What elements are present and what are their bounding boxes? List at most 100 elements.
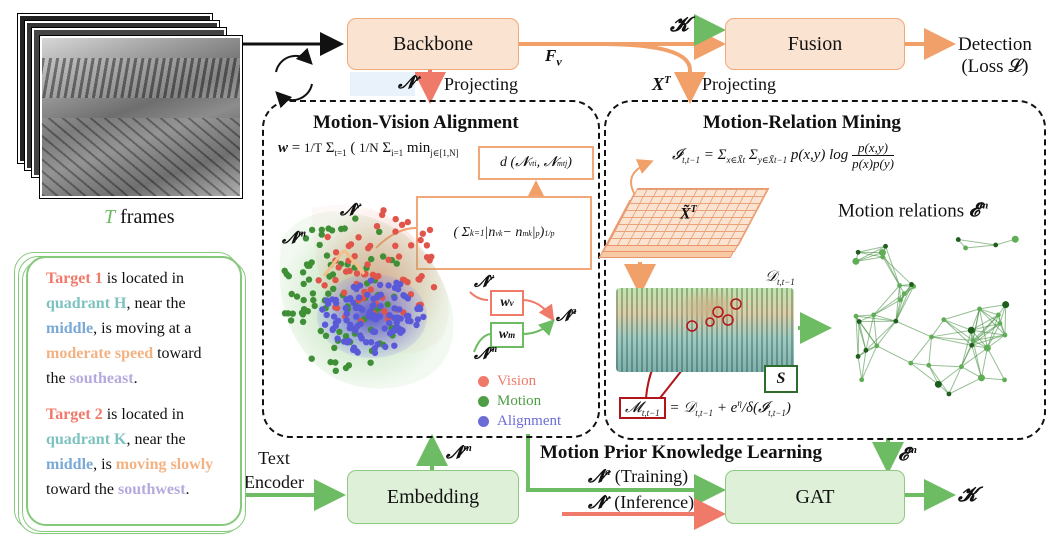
scatter-point [400, 292, 407, 299]
k-symbol-top: 𝓚 [670, 14, 689, 37]
graph-edges [855, 238, 1016, 395]
graph-edge [858, 245, 886, 253]
legend-vision-label: Vision [497, 373, 537, 389]
scatter-point [332, 249, 340, 256]
scatter-point [377, 303, 384, 310]
scatter-point [391, 342, 398, 349]
text-encoder-label: Text Encoder [244, 446, 304, 494]
backbone-label: Backbone [393, 32, 473, 55]
scatter-point [376, 228, 383, 235]
scatter-point [404, 279, 411, 286]
scatter-point [415, 276, 422, 283]
nv-label-cloud: 𝓝v [340, 200, 361, 220]
scatter-point [417, 305, 424, 313]
scatter-point [399, 327, 406, 334]
mutual-info-equation: 𝓘t,t−1 = Σx∈X̃t Σy∈X̃t−1 p(x,y) log p(x,… [672, 140, 894, 171]
scatter-point [332, 359, 339, 366]
graph-node [856, 319, 862, 324]
scatter-point [393, 260, 400, 267]
legend-alignment-dot [478, 416, 489, 428]
fv-symbol: Fv [545, 46, 562, 69]
graph-edge [873, 285, 900, 316]
scatter-point [376, 281, 384, 289]
graph-node [977, 306, 982, 312]
fv-symbol-text: F [545, 46, 557, 65]
scatter-point [403, 312, 411, 320]
scatter-point [299, 269, 307, 276]
scatter-point [355, 304, 362, 311]
scatter-point [293, 293, 301, 300]
alignment-star-line-1 [322, 249, 346, 277]
d-label-sub: t,t−1 [776, 277, 795, 287]
na-label: 𝓝a [556, 306, 576, 325]
scatter-point [386, 319, 393, 327]
graph-node [1002, 377, 1007, 383]
xt-text: X [652, 74, 665, 94]
scatter-point [319, 306, 326, 313]
nm-label-weight: 𝓝m [474, 344, 497, 363]
graph-edge [876, 345, 911, 364]
graph-node [977, 374, 985, 382]
graph-edge [943, 319, 973, 346]
scatter-point [321, 282, 328, 289]
scatter-point [393, 279, 400, 286]
graph-node [893, 318, 899, 324]
scatter-point [326, 273, 333, 280]
graph-edge [970, 308, 980, 331]
graph-edge [873, 314, 896, 322]
legend-alignment-label: Alignment [497, 413, 562, 429]
scatter-point [302, 235, 310, 242]
scatter-point [332, 367, 339, 374]
graph-edge [972, 323, 1001, 341]
target-2-t1: is located in [102, 406, 185, 423]
target-1-t3: , is moving at a [93, 320, 192, 337]
scatter-point [407, 242, 415, 249]
graph-edge [986, 347, 1005, 381]
scatter-point [428, 253, 435, 260]
scatter-point [334, 335, 341, 342]
graph-edge [980, 347, 988, 378]
target-2-t3: , is [93, 456, 116, 473]
graph-node [958, 364, 964, 370]
scatter-point [385, 256, 392, 263]
target-2-quadrant: quadrant K [46, 431, 127, 448]
fusion-box: Fusion [725, 18, 905, 70]
scatter-point [380, 207, 387, 214]
scatter-point [419, 230, 426, 237]
graph-edge [858, 314, 874, 323]
scatter-point [299, 318, 307, 325]
graph-edge [855, 316, 859, 357]
target-2-direction: southwest [117, 481, 186, 498]
graph-edge [855, 256, 883, 262]
scatter-point [315, 277, 322, 284]
graph-edge [979, 308, 988, 349]
graph-edge [960, 345, 973, 367]
graph-node [955, 237, 961, 242]
scatter-point [371, 349, 379, 357]
nm-embed-text: 𝓝 [446, 442, 464, 462]
k-symbol-bottom: 𝓚 [958, 484, 977, 507]
scatter-point [323, 311, 330, 319]
graph-edge [986, 314, 999, 349]
arrow-projecting-right [599, 42, 706, 104]
graph-edge [931, 329, 972, 338]
scatter-point [318, 226, 325, 233]
scatter-point [376, 313, 384, 320]
scatter-point [377, 291, 384, 298]
na-training-text: 𝓝 [588, 466, 606, 486]
scatter-point [342, 333, 350, 340]
scatter-point [430, 284, 438, 291]
scatter-point [382, 343, 389, 351]
xt-sup: T [664, 74, 671, 86]
scatter-point [404, 295, 412, 302]
graph-node [1002, 301, 1010, 309]
graph-edge [895, 284, 912, 322]
text-card-front [26, 256, 242, 526]
embedding-box: Embedding [347, 470, 519, 524]
scatter-point [346, 295, 354, 302]
graph-edge [928, 336, 933, 366]
graph-edge [943, 308, 980, 321]
graph-node [1002, 332, 1008, 338]
